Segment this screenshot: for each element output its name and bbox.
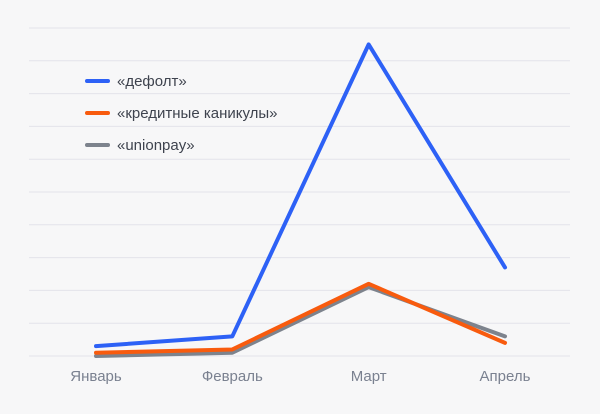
- legend-swatch-unionpay: [85, 143, 110, 147]
- legend-label-credit-holidays: «кредитные каникулы»: [117, 104, 278, 122]
- legend-swatch-defolt: [85, 79, 110, 83]
- legend-item-unionpay: «unionpay»: [85, 129, 278, 161]
- legend-label-defolt: «дефолт»: [117, 72, 187, 90]
- x-axis-labels: Январь Февраль Март Апрель: [0, 368, 600, 388]
- legend-swatch-credit-holidays: [85, 111, 110, 115]
- x-axis-label: Апрель: [479, 368, 531, 385]
- legend-label-unionpay: «unionpay»: [117, 136, 195, 154]
- legend-item-defolt: «дефолт»: [85, 65, 278, 97]
- legend-item-credit-holidays: «кредитные каникулы»: [85, 97, 278, 129]
- legend: «дефолт» «кредитные каникулы» «unionpay»: [85, 65, 278, 161]
- x-axis-label: Март: [350, 368, 387, 385]
- series-lines: [94, 42, 507, 358]
- x-axis-label: Январь: [70, 368, 122, 385]
- x-axis-label: Февраль: [201, 368, 263, 385]
